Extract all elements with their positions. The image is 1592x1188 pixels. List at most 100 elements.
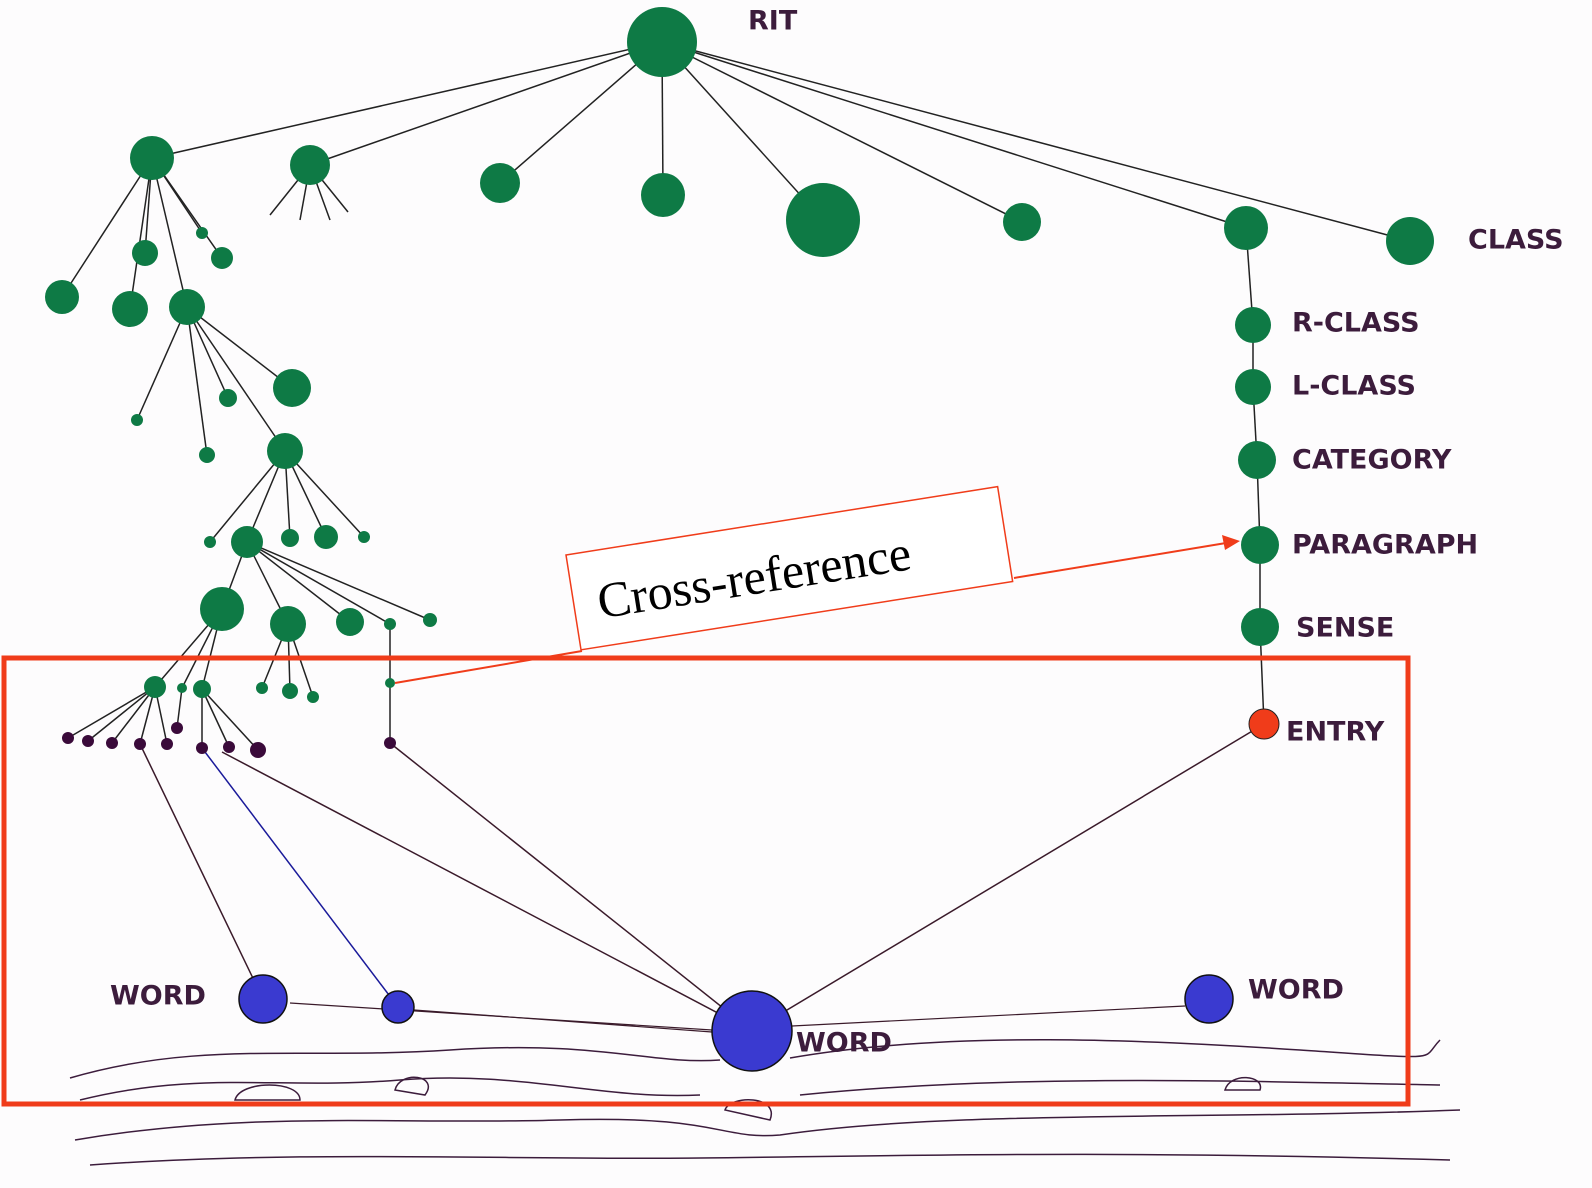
edge [791, 1005, 1186, 1027]
word-node [711, 990, 793, 1072]
node [423, 613, 437, 627]
node [82, 735, 94, 747]
entry-label: ENTRY [1286, 717, 1385, 748]
word-label: WORD [1248, 975, 1344, 1006]
node [1235, 307, 1271, 343]
node [223, 741, 235, 753]
node [193, 680, 211, 698]
node [1224, 206, 1268, 250]
edge [87, 686, 156, 742]
node [196, 742, 208, 754]
contours [69, 1038, 1461, 1166]
edge [661, 41, 1247, 229]
contour-line [69, 1038, 1441, 1079]
node [106, 737, 118, 749]
node [211, 247, 233, 269]
edge [209, 450, 286, 543]
node [144, 676, 166, 698]
node [1003, 203, 1041, 241]
node [169, 289, 205, 325]
node [480, 163, 520, 203]
edge [499, 41, 663, 184]
edge [176, 687, 183, 729]
node [307, 691, 319, 703]
edge [136, 306, 188, 421]
node [281, 529, 299, 547]
edge [246, 541, 431, 621]
node [641, 173, 685, 217]
root-label: RIT [748, 6, 798, 37]
edge [129, 157, 153, 310]
arrow-head [1222, 535, 1240, 550]
node [1238, 441, 1276, 479]
node [130, 136, 174, 180]
node [314, 525, 338, 549]
node [384, 737, 396, 749]
node [270, 606, 306, 642]
node [384, 618, 396, 630]
edge [151, 41, 663, 159]
word-node [238, 974, 288, 1024]
node [177, 683, 187, 693]
edge [201, 688, 230, 748]
edge [186, 306, 208, 456]
edge [661, 41, 824, 221]
node [290, 145, 330, 185]
word-node [1184, 974, 1234, 1024]
edge [246, 541, 391, 625]
l-class-label: L-CLASS [1292, 371, 1416, 402]
node [336, 608, 364, 636]
node [45, 280, 79, 314]
word-label: WORD [110, 981, 206, 1012]
node [132, 240, 158, 266]
node [256, 682, 268, 694]
node [196, 227, 208, 239]
node [161, 738, 173, 750]
category-label: CATEGORY [1292, 445, 1452, 476]
edge [61, 157, 153, 298]
edge [151, 157, 188, 308]
node [1241, 526, 1279, 564]
node [282, 683, 298, 699]
contour-line [74, 1109, 1461, 1141]
callout-pointer [394, 650, 583, 684]
node [358, 531, 370, 543]
class-label: CLASS [1468, 225, 1564, 256]
highlight-frame [1, 655, 1411, 1107]
node [1386, 217, 1434, 265]
node [200, 587, 244, 631]
edge [67, 686, 156, 739]
contour-line [79, 1077, 1441, 1101]
edge [186, 306, 286, 452]
word-label: WORD [796, 1028, 892, 1059]
node [1248, 708, 1280, 740]
node [131, 414, 143, 426]
word-node [381, 990, 415, 1024]
node [204, 536, 216, 548]
edge [751, 723, 1265, 1032]
node [250, 742, 266, 758]
edge [111, 686, 156, 744]
edge [309, 41, 663, 166]
node [112, 291, 148, 327]
edge [413, 1009, 713, 1033]
edge [139, 743, 264, 1000]
node [62, 732, 74, 744]
contour-line [234, 1076, 1262, 1121]
edge [186, 306, 293, 389]
edge [221, 751, 753, 1032]
nodes [45, 7, 1434, 1072]
node [231, 526, 263, 558]
sense-label: SENSE [1296, 613, 1394, 644]
edge [284, 450, 365, 538]
edge [246, 541, 351, 623]
r-class-label: R-CLASS [1292, 308, 1420, 339]
paragraph-label: PARAGRAPH [1292, 530, 1478, 561]
node [219, 389, 237, 407]
edge [201, 747, 399, 1008]
edge [661, 41, 1411, 242]
node [786, 183, 860, 257]
edge [201, 688, 259, 751]
edge [661, 41, 1023, 223]
